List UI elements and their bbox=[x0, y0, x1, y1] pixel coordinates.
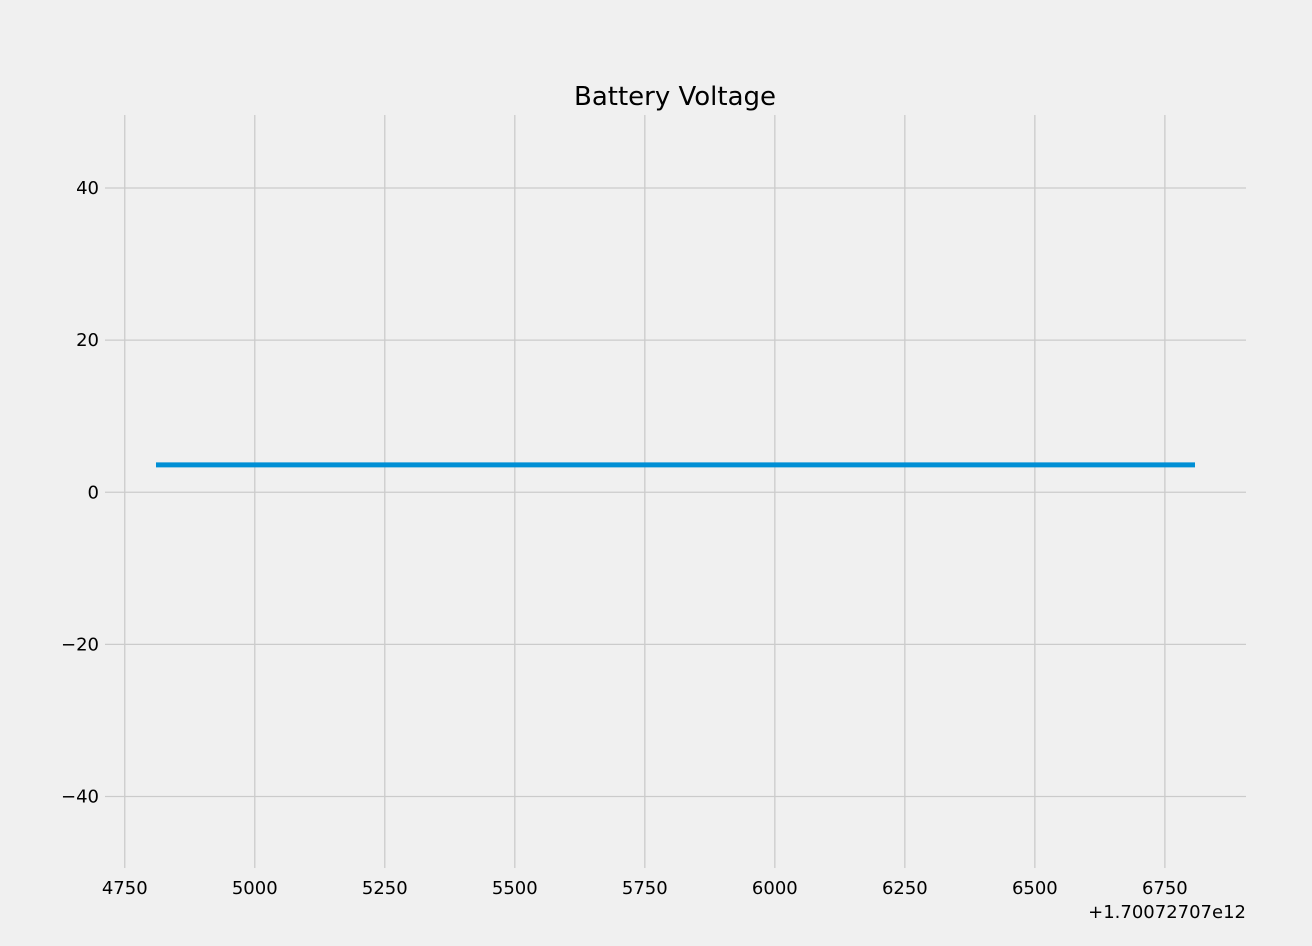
x-tick-label: 6500 bbox=[1012, 878, 1058, 899]
x-tick-labels: 4750 5000 5250 5500 5750 6000 6250 6500 6750 bbox=[102, 878, 1188, 899]
x-tick-label: 4750 bbox=[102, 878, 148, 899]
y-tick-labels: −40 −20 0 20 40 bbox=[61, 178, 99, 807]
x-axis-offset-label: +1.70072707e12 bbox=[1088, 902, 1246, 923]
y-tick-label: −20 bbox=[61, 634, 99, 655]
x-tick-label: 5500 bbox=[492, 878, 538, 899]
y-gridlines bbox=[105, 187, 1246, 798]
x-tick-label: 6000 bbox=[752, 878, 798, 899]
x-tick-label: 5750 bbox=[622, 878, 668, 899]
x-tick-label: 6750 bbox=[1142, 878, 1188, 899]
x-tick-label: 5250 bbox=[362, 878, 408, 899]
y-tick-label: −40 bbox=[61, 787, 99, 808]
x-tick-label: 6250 bbox=[882, 878, 928, 899]
y-tick-label: 0 bbox=[88, 482, 99, 503]
x-tick-label: 5000 bbox=[232, 878, 278, 899]
x-gridlines bbox=[124, 115, 1166, 868]
y-tick-label: 20 bbox=[76, 330, 99, 351]
y-tick-label: 40 bbox=[76, 178, 99, 199]
chart-title: Battery Voltage bbox=[574, 82, 776, 112]
